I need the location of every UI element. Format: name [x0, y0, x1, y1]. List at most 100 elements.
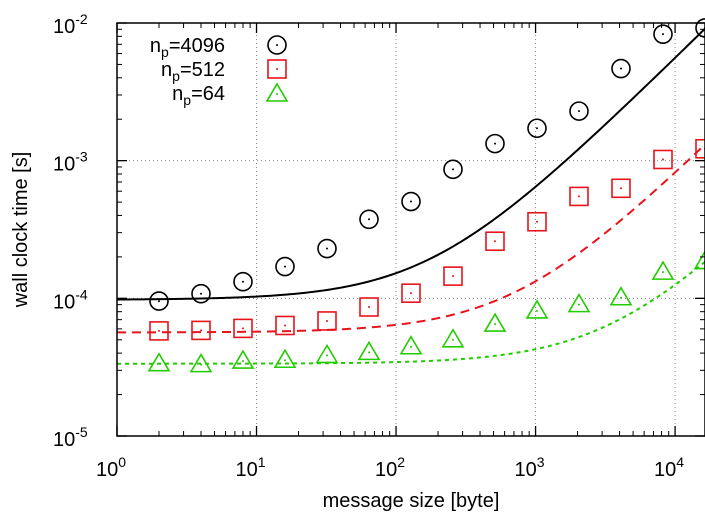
marker-triangle — [693, 249, 705, 270]
marker-center-dot — [368, 218, 370, 221]
marker-center-dot — [452, 168, 454, 171]
marker-circle — [485, 133, 505, 154]
marker-center-dot — [368, 306, 370, 309]
data-point-triangle — [147, 352, 171, 372]
data-point-triangle — [693, 249, 705, 270]
legend-marker-circle — [267, 35, 287, 55]
data-point-square — [527, 211, 547, 232]
legend-marker-triangle — [265, 82, 289, 102]
marker-center-dot — [662, 158, 664, 161]
x-tick-labels: 100 101 102 103 104 — [96, 454, 684, 481]
data-point-triangle — [189, 353, 213, 373]
data-point-square — [653, 149, 673, 170]
data-point-square — [317, 311, 337, 331]
data-point-square — [233, 318, 253, 339]
marker-center-dot — [242, 327, 244, 330]
data-point-triangle — [399, 335, 423, 355]
marker-triangle — [147, 352, 171, 372]
y-tick-labels: 10-5 10-4 10-3 10-2 — [53, 11, 88, 451]
marker-center-dot — [578, 110, 580, 113]
data-point-circle — [233, 271, 253, 292]
legend-label: np=4096 — [150, 35, 225, 60]
data-point-circle — [359, 209, 379, 230]
marker-square — [569, 186, 589, 207]
data-point-square — [191, 320, 211, 341]
marker-triangle — [567, 293, 591, 313]
marker-triangle — [315, 343, 339, 364]
data-points — [147, 18, 705, 373]
y-tick-label: 10-2 — [53, 11, 88, 38]
x-tick-label: 102 — [375, 454, 405, 481]
marker-center-dot — [536, 220, 538, 223]
marker-circle — [191, 283, 211, 304]
data-point-circle — [485, 133, 505, 154]
marker-square — [443, 266, 463, 286]
marker-center-dot — [200, 329, 202, 332]
marker-center-dot — [662, 33, 664, 36]
fit-curve-dotted — [117, 261, 705, 365]
legend-label: np=512 — [161, 59, 225, 84]
legend-item: np=512 — [161, 59, 287, 84]
x-tick-label: 100 — [96, 454, 126, 481]
marker-center-dot — [158, 362, 160, 365]
marker-square — [653, 149, 673, 170]
marker-center-dot — [242, 280, 244, 283]
data-point-circle — [569, 101, 589, 121]
marker-center-dot — [494, 142, 496, 145]
marker-circle — [267, 35, 287, 55]
marker-triangle — [357, 340, 381, 361]
marker-center-dot — [662, 271, 664, 274]
plot-frame — [116, 22, 705, 437]
marker-circle — [275, 256, 295, 277]
y-tick-label: 10-5 — [53, 424, 88, 451]
marker-circle — [653, 24, 673, 44]
marker-circle — [527, 118, 547, 139]
marker-circle — [233, 271, 253, 292]
marker-center-dot — [326, 319, 328, 322]
legend-label: np=64 — [172, 83, 225, 108]
data-point-square — [401, 283, 421, 303]
marker-center-dot — [326, 354, 328, 357]
data-point-circle — [317, 238, 337, 259]
marker-triangle — [525, 299, 549, 319]
marker-triangle — [189, 353, 213, 373]
marker-circle — [317, 238, 337, 259]
marker-circle — [443, 159, 463, 180]
legend-marker-square — [267, 59, 287, 79]
marker-center-dot — [452, 275, 454, 278]
marker-center-dot — [158, 329, 160, 332]
marker-square — [149, 321, 169, 341]
y-axis-label: wall clock time [s] — [10, 152, 32, 309]
data-point-triangle — [525, 299, 549, 319]
y-tick-label: 10-3 — [53, 149, 88, 176]
marker-center-dot — [620, 187, 622, 190]
marker-circle — [359, 209, 379, 230]
data-point-triangle — [441, 328, 465, 348]
legend-item: np=4096 — [150, 35, 287, 60]
marker-square — [611, 178, 631, 199]
data-point-circle — [275, 256, 295, 277]
data-point-triangle — [315, 343, 339, 364]
marker-center-dot — [200, 363, 202, 366]
data-point-triangle — [357, 340, 381, 361]
marker-square — [527, 211, 547, 232]
fit-curve-solid — [116, 27, 705, 301]
marker-center-dot — [620, 67, 622, 70]
data-point-triangle — [609, 286, 633, 306]
marker-circle — [149, 291, 169, 311]
marker-center-dot — [326, 247, 328, 250]
marker-circle — [569, 101, 589, 121]
marker-center-dot — [368, 351, 370, 354]
data-point-triangle — [483, 312, 507, 332]
marker-center-dot — [276, 68, 278, 70]
data-point-circle — [653, 24, 673, 44]
marker-center-dot — [200, 292, 202, 295]
marker-center-dot — [276, 93, 278, 95]
marker-center-dot — [452, 338, 454, 341]
data-point-circle — [149, 291, 169, 311]
marker-square — [485, 231, 505, 252]
marker-center-dot — [410, 292, 412, 295]
data-point-triangle — [567, 293, 591, 313]
fit-curves — [116, 27, 705, 365]
